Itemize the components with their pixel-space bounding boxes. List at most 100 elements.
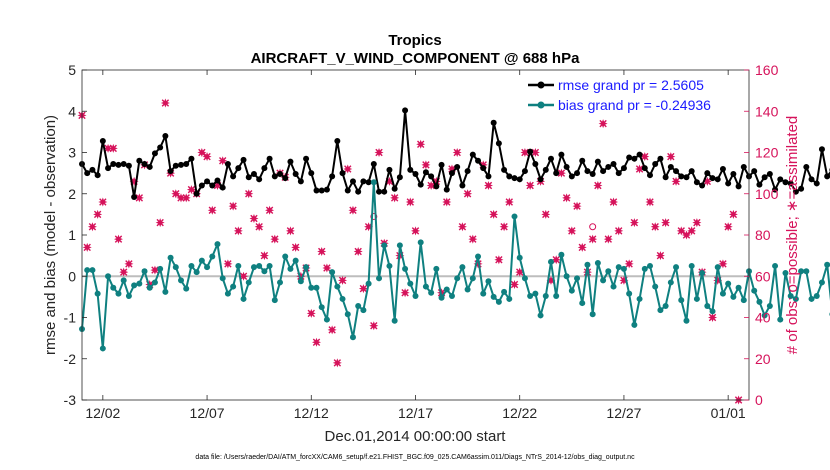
series-point <box>704 170 711 177</box>
obs-assimilated-marker <box>624 259 634 269</box>
series-point <box>756 298 763 305</box>
star-stroke <box>135 194 144 202</box>
series-point <box>172 264 179 271</box>
series-point <box>516 254 523 261</box>
series-point <box>230 173 237 180</box>
series-point <box>141 268 148 275</box>
series-point <box>511 175 518 182</box>
series-point <box>683 174 690 181</box>
obs-assimilated-marker <box>718 259 728 269</box>
star-stroke <box>375 148 383 157</box>
series-point <box>297 178 304 185</box>
series-point <box>600 277 607 284</box>
series-point <box>438 161 445 168</box>
obs-assimilated-marker <box>113 234 123 244</box>
series-point <box>339 170 346 177</box>
star-stroke <box>390 194 399 202</box>
series-point <box>282 253 289 260</box>
star-stroke <box>307 309 315 318</box>
obs-assimilated-marker <box>494 255 504 265</box>
series-point <box>292 257 299 264</box>
legend-rmse-marker <box>537 81 545 89</box>
obs-assimilated-marker <box>671 176 681 186</box>
star-stroke <box>443 198 451 206</box>
series-point <box>558 151 565 158</box>
series-point <box>370 179 377 186</box>
series-point <box>376 275 383 282</box>
series-point <box>521 275 528 282</box>
series-point <box>542 166 549 173</box>
series-point <box>553 170 560 177</box>
obs-assimilated-marker <box>171 189 181 199</box>
star-stroke <box>495 256 503 264</box>
series-point <box>610 161 617 168</box>
series-point <box>376 188 383 195</box>
obs-assimilated-marker <box>338 275 348 285</box>
obs-assimilated-marker <box>218 156 228 166</box>
series-point <box>402 265 409 272</box>
series-point <box>574 170 581 177</box>
star-stroke <box>406 198 414 206</box>
series-point <box>735 183 742 190</box>
series-point <box>240 295 247 302</box>
star-stroke <box>427 181 435 190</box>
rmse-series <box>79 107 830 201</box>
series-point <box>511 213 518 220</box>
series-point <box>323 316 330 323</box>
star-stroke <box>286 227 295 235</box>
series-point <box>230 283 237 290</box>
series-point <box>381 242 388 249</box>
star-stroke <box>552 256 560 264</box>
obs-assimilated-marker <box>306 308 316 318</box>
series-point <box>120 161 127 168</box>
obs-assimilated-marker <box>416 139 426 149</box>
series-point <box>600 168 607 175</box>
series-point <box>521 168 528 175</box>
series-point <box>313 284 320 291</box>
y2-tick-label: 100 <box>755 186 779 202</box>
series-point <box>683 317 690 324</box>
series-point <box>271 173 278 180</box>
series-point <box>501 288 508 295</box>
star-stroke <box>208 206 216 214</box>
star-stroke <box>401 289 409 297</box>
obs-assimilated-marker <box>160 98 170 108</box>
y-axis-ticks: -3 -2 -1 0 1 2 3 4 5 <box>64 62 87 408</box>
obs-assimilated-marker <box>452 148 462 157</box>
obs-assimilated-marker <box>593 181 603 190</box>
series-point <box>355 188 362 195</box>
star-stroke <box>489 210 498 219</box>
series-point <box>693 295 700 302</box>
series-point <box>99 137 106 144</box>
series-point <box>725 280 732 287</box>
obs-assimilated-marker <box>635 164 645 174</box>
series-point <box>646 262 653 269</box>
series-point <box>448 293 455 300</box>
series-point <box>250 264 257 271</box>
star-stroke <box>255 223 263 231</box>
series-point <box>464 286 471 293</box>
star-stroke <box>557 169 566 177</box>
series-point <box>308 170 315 177</box>
series-point <box>245 174 252 181</box>
series-point <box>204 178 211 185</box>
x-tick-label: 12/17 <box>398 405 433 421</box>
star-stroke <box>625 260 633 268</box>
x-tick-label: 12/22 <box>502 405 537 421</box>
series-point <box>360 307 367 314</box>
obs-assimilated-marker <box>87 222 97 232</box>
obs-assimilated-marker <box>483 181 493 190</box>
series-point <box>89 166 96 173</box>
series-point <box>183 285 190 292</box>
obs-assimilated-marker <box>525 181 535 190</box>
series-point <box>454 275 461 282</box>
obs-assimilated-marker <box>421 160 431 170</box>
series-point <box>798 268 805 275</box>
star-stroke <box>453 148 461 157</box>
series-point <box>662 302 669 309</box>
series-point <box>657 307 664 314</box>
star-stroke <box>667 152 675 161</box>
series-point <box>657 155 664 162</box>
star-stroke <box>271 235 279 243</box>
series-point <box>662 174 669 181</box>
